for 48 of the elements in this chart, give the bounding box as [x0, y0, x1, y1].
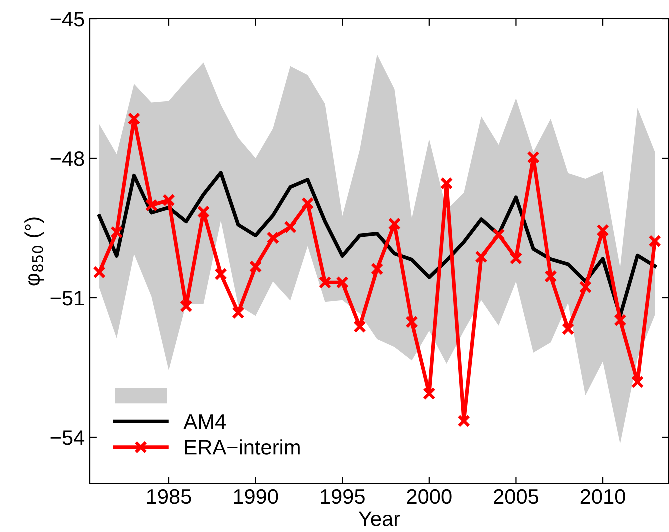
x-tick-label: 1995 [321, 489, 365, 504]
point [527, 151, 540, 164]
point [631, 376, 644, 389]
point [579, 280, 592, 294]
y-tick-label: −48 [50, 152, 84, 166]
point [336, 276, 349, 290]
x-tick-label: 2005 [494, 489, 539, 504]
point [492, 228, 506, 242]
point [510, 252, 523, 265]
point [249, 260, 262, 274]
point [128, 112, 141, 126]
point [423, 387, 436, 400]
legend-label: AM4 [184, 414, 226, 430]
point [440, 177, 454, 190]
point [475, 250, 488, 264]
point [354, 320, 366, 334]
point [145, 199, 158, 212]
x-tick-label: 1985 [147, 489, 192, 504]
point [406, 316, 418, 329]
x-axis-title: Year [358, 512, 400, 526]
point [110, 226, 124, 239]
point [648, 234, 662, 248]
x-tick-label: 2010 [580, 489, 626, 504]
point [544, 270, 558, 283]
point [388, 218, 402, 230]
y-axis-title: φ$_{850}$ (°) [24, 218, 44, 286]
point [162, 194, 176, 207]
point [596, 224, 610, 237]
x-tick-label: 2000 [407, 489, 452, 504]
line-series [98, 171, 657, 318]
point [370, 262, 384, 276]
x-tick-label: 1990 [234, 489, 278, 504]
point [93, 266, 106, 279]
point [614, 314, 627, 327]
point [318, 276, 332, 290]
legend-label: ERA−interim [185, 440, 300, 455]
point [284, 220, 297, 234]
point [301, 197, 314, 210]
point [214, 268, 228, 281]
point [232, 306, 245, 320]
point [562, 322, 575, 336]
point [180, 300, 193, 313]
y-tick-label: −45 [50, 12, 84, 27]
point [458, 414, 471, 428]
y-tick-label: −51 [50, 291, 84, 306]
point [266, 232, 280, 244]
point [197, 206, 210, 218]
y-tick-label: −54 [50, 430, 85, 446]
